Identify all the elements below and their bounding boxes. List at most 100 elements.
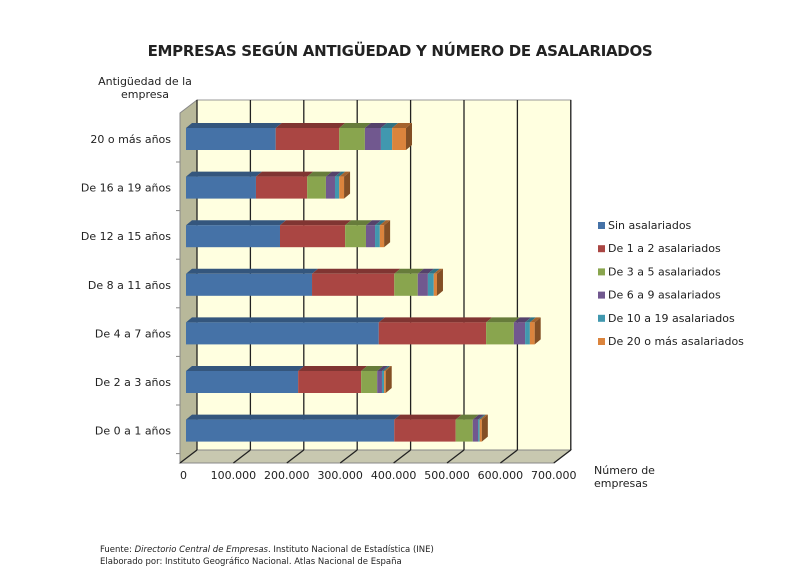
bar-segment	[394, 273, 418, 296]
source-suffix: . Instituto Nacional de Estadística (INE…	[267, 545, 434, 555]
bar-top	[361, 366, 384, 371]
bar-end	[406, 123, 413, 150]
bar-segment	[394, 419, 456, 442]
bar-top	[186, 123, 282, 128]
bar-top	[384, 366, 392, 371]
legend-label: De 1 a 2 asalariados	[608, 242, 721, 255]
bar-segment	[186, 225, 280, 248]
y-tick-label: 20 o más años	[90, 133, 171, 146]
legend-swatch	[598, 314, 605, 322]
bar-top	[312, 268, 401, 274]
bar-segment	[392, 128, 407, 150]
x-tick-label: 600.000	[478, 469, 524, 482]
bar-top	[417, 268, 434, 274]
floor-gridline	[500, 449, 518, 464]
bar-end	[384, 220, 391, 248]
bar-segment	[255, 176, 308, 199]
floor-gridline	[233, 449, 251, 464]
bar-segment	[186, 176, 256, 199]
bar-top	[275, 123, 346, 128]
bar-segment	[478, 419, 480, 442]
bar-top	[186, 366, 305, 371]
bar-top	[513, 317, 532, 323]
legend-swatch	[598, 245, 605, 253]
bar-segment	[312, 273, 395, 296]
legend-swatch	[598, 268, 605, 276]
bar-segment	[513, 322, 526, 345]
bar-top	[377, 366, 388, 371]
bar-top	[186, 171, 262, 177]
bar-segment	[433, 273, 437, 296]
bar-segment	[379, 225, 385, 248]
bar-top	[427, 268, 440, 274]
legend-swatch	[598, 291, 605, 299]
legend-label: Sin asalariados	[608, 219, 692, 232]
bar-segment	[375, 225, 380, 248]
bar-top	[186, 317, 385, 323]
bar-segment	[417, 273, 428, 296]
legend-swatch	[598, 338, 605, 345]
floor-gridline	[339, 449, 358, 464]
y-tick-label: De 8 a 11 años	[88, 279, 171, 292]
bar-top	[529, 317, 541, 323]
bar-end	[344, 171, 351, 199]
bar-top	[307, 171, 332, 177]
bar-segment	[339, 128, 365, 150]
bar-segment	[380, 128, 393, 150]
x-axis-title: Número de empresas	[594, 464, 655, 490]
bar-top	[478, 414, 486, 420]
x-tick-label: 500.000	[424, 469, 470, 482]
bar-segment	[377, 371, 382, 393]
legend-label: De 6 a 9 asalariados	[608, 289, 721, 302]
bar-top	[334, 171, 346, 177]
bar-top	[380, 123, 399, 128]
source-prefix: Fuente:	[100, 545, 135, 555]
x-tick-label: 100.000	[211, 469, 257, 482]
bar-segment	[298, 371, 362, 393]
source-italic: Directorio Central de Empresas	[134, 545, 268, 555]
chart-title: EMPRESAS SEGÚN ANTIGÜEDAD Y NÚMERO DE AS…	[147, 42, 653, 60]
bar-top	[479, 414, 488, 420]
floor-gridline	[393, 449, 411, 464]
bar-top	[525, 317, 536, 323]
x-tick-label: 0	[180, 469, 187, 482]
bar-segment	[186, 128, 276, 150]
bar-segment	[455, 419, 473, 442]
bar-segment	[186, 419, 395, 442]
x-tick-label: 300.000	[317, 469, 363, 482]
y-tick-label: De 0 a 1 años	[95, 425, 171, 438]
bar-end	[385, 366, 392, 393]
bar-top	[375, 220, 386, 226]
floor-gridline	[446, 449, 465, 464]
legend-swatch	[598, 222, 605, 229]
bar-segment	[427, 273, 434, 296]
y-tick-label: De 16 a 19 años	[81, 182, 171, 195]
bar-segment	[325, 176, 335, 199]
bar-top	[392, 123, 413, 128]
x-tick-label: 200.000	[264, 469, 310, 482]
bar-end	[481, 414, 488, 442]
bar-top	[364, 123, 387, 128]
y-tick-label: De 2 a 3 años	[95, 376, 171, 389]
bar-top	[339, 123, 371, 128]
floor-gridline	[179, 449, 198, 464]
legend-label: De 10 a 19 asalariados	[608, 312, 735, 325]
bar-top	[279, 220, 352, 226]
footer-source: Fuente: Directorio Central de Empresas. …	[100, 545, 434, 555]
bar-top	[186, 414, 401, 420]
bar-end	[534, 317, 541, 345]
bar-top	[365, 220, 382, 226]
legend-label: De 20 o más asalariados	[608, 335, 744, 348]
x-tick-label: 700.000	[531, 469, 577, 482]
bar-segment	[378, 322, 487, 345]
y-tick-label: De 4 a 7 años	[95, 327, 171, 340]
bar-segment	[486, 322, 514, 345]
bar-segment	[186, 322, 379, 345]
bar-segment	[307, 176, 326, 199]
bar-top	[394, 268, 424, 274]
bar-segment	[186, 273, 313, 296]
bar-segment	[381, 371, 385, 393]
bar-segment	[279, 225, 346, 248]
bar-top	[378, 317, 493, 323]
